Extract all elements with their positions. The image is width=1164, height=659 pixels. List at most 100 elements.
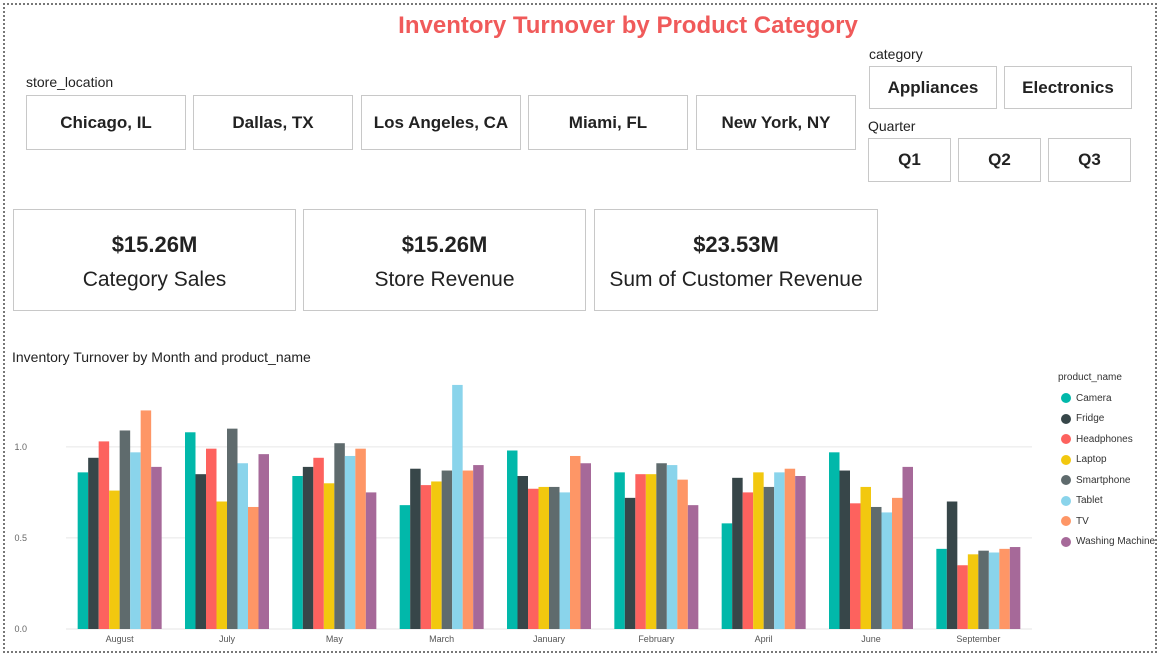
legend-item[interactable]: Tablet [1058,491,1155,512]
bar[interactable] [559,492,571,629]
card-customer-revenue-label: Sum of Customer Revenue [609,268,863,291]
bar[interactable] [507,450,518,630]
card-category-sales-value: $15.26M [111,232,198,257]
bar[interactable] [258,454,270,629]
bar[interactable] [570,455,581,629]
slicer-store-los-angeles[interactable]: Los Angeles, CA [361,95,521,150]
bar[interactable] [988,552,1000,630]
bar[interactable] [871,506,882,629]
bar[interactable] [302,466,314,629]
bar[interactable] [410,468,421,629]
legend-item[interactable]: Camera [1058,388,1155,409]
bar[interactable] [677,479,688,629]
bar[interactable] [237,463,249,629]
bar[interactable] [656,463,667,629]
bar[interactable] [77,472,89,629]
bar[interactable] [967,554,979,629]
bar[interactable] [645,474,657,629]
bar[interactable] [635,474,646,629]
bar[interactable] [774,472,785,629]
bar[interactable] [140,410,152,629]
bar[interactable] [742,492,754,629]
bar[interactable] [999,548,1010,629]
bar[interactable] [549,486,560,629]
legend-item[interactable]: Headphones [1058,429,1155,450]
bar[interactable] [624,497,636,629]
bar[interactable] [753,472,764,629]
slicer-store-chicago[interactable]: Chicago, IL [26,95,186,150]
slicer-quarter-q1[interactable]: Q1 [868,138,951,182]
bar[interactable] [732,477,743,629]
page-title: Inventory Turnover by Product Category [398,12,858,39]
bar[interactable] [399,505,411,629]
card-store-revenue: $15.26M Store Revenue [303,209,586,311]
bar[interactable] [892,497,903,629]
legend-item[interactable]: Fridge [1058,409,1155,430]
bar[interactable] [292,476,303,629]
bar[interactable] [784,468,796,629]
bar[interactable] [795,476,806,629]
bar[interactable] [978,550,989,629]
x-tick-label: August [106,634,135,644]
card-customer-revenue: $23.53M Sum of Customer Revenue [594,209,878,311]
bar[interactable] [441,470,453,629]
slicer-category-electronics[interactable]: Electronics [1004,66,1132,109]
bar[interactable] [109,490,120,629]
slicer-quarter-q3[interactable]: Q3 [1048,138,1131,182]
bar[interactable] [313,457,324,629]
bar[interactable] [355,448,366,629]
bar[interactable] [687,505,699,629]
bar[interactable] [850,503,861,629]
bar[interactable] [119,430,131,629]
bar[interactable] [452,384,463,629]
bar[interactable] [420,485,432,629]
slicer-quarter-q2[interactable]: Q2 [958,138,1041,182]
bar[interactable] [829,452,840,629]
legend-item[interactable]: Smartphone [1058,470,1155,491]
bar[interactable] [528,488,539,629]
bar[interactable] [946,501,958,630]
bar[interactable] [185,432,196,629]
bar[interactable] [860,486,872,629]
slicer-store-dallas[interactable]: Dallas, TX [193,95,353,150]
bar[interactable] [344,455,356,629]
bar[interactable] [334,443,345,629]
bar[interactable] [473,465,484,629]
bar[interactable] [666,465,678,629]
bar[interactable] [957,565,968,629]
bar[interactable] [130,452,141,629]
bar[interactable] [227,428,238,629]
bar[interactable] [431,481,442,629]
bar[interactable] [936,548,947,629]
bar[interactable] [902,466,914,629]
bar[interactable] [580,463,592,629]
bar[interactable] [881,512,893,629]
bar[interactable] [462,470,474,629]
legend-item[interactable]: Washing Machine [1058,532,1155,553]
card-store-revenue-label: Store Revenue [374,268,515,291]
bar[interactable] [195,474,207,629]
bar[interactable] [151,466,162,629]
bar[interactable] [88,457,99,629]
legend-item[interactable]: Laptop [1058,450,1155,471]
bar[interactable] [216,501,228,630]
bar[interactable] [365,492,377,629]
bar[interactable] [763,486,775,629]
bar[interactable] [98,441,110,629]
bar[interactable] [206,448,217,629]
bar[interactable] [248,506,259,629]
bar[interactable] [614,472,625,629]
x-tick-label: May [326,634,344,644]
slicer-store-miami[interactable]: Miami, FL [528,95,688,150]
y-tick-label: 0.0 [14,624,27,634]
slicer-store-new-york[interactable]: New York, NY [696,95,856,150]
bar[interactable] [517,476,529,629]
bar[interactable] [1009,547,1021,629]
bar[interactable] [323,483,335,629]
bar[interactable] [839,470,851,629]
legend-item[interactable]: TV [1058,511,1155,532]
slicer-category-appliances[interactable]: Appliances [869,66,997,109]
bar[interactable] [721,523,733,629]
legend-marker [1061,516,1071,527]
bar[interactable] [538,486,550,629]
